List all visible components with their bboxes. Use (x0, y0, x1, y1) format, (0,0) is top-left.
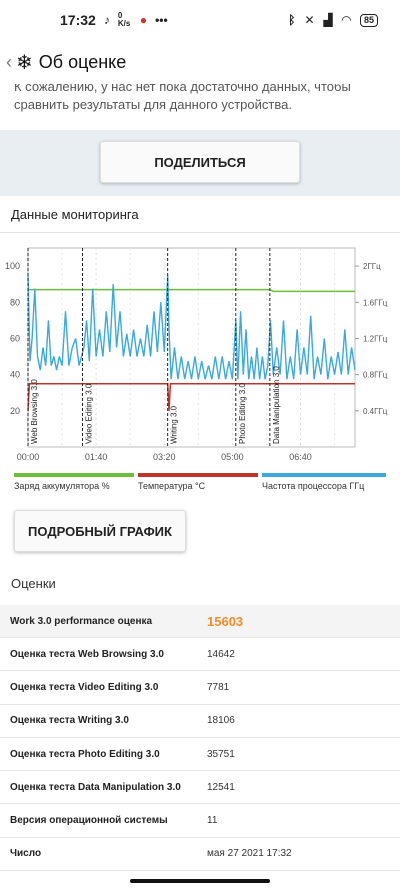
score-label: Оценка теста Video Editing 3.0 (10, 681, 159, 693)
y-right-tick-label: 1.6ГГц (363, 298, 388, 307)
vibrate-off-icon: ✕ (304, 13, 315, 27)
legend-temperature-swatch (138, 473, 258, 477)
app-bar: ‹ ❄ Об оценке (0, 40, 400, 84)
more-icon: ••• (155, 13, 168, 27)
legend-battery-label: Заряд аккумулятора % (14, 481, 110, 491)
table-row: Оценка теста Video Editing 3.0 7781 (0, 671, 400, 705)
table-row: Work 3.0 performance оценка 15603 (0, 605, 400, 638)
y-right-tick-label: 1.2ГГц (363, 334, 388, 343)
legend-temperature: Температура °C (138, 473, 258, 491)
status-time: 17:32 (60, 12, 96, 28)
plot-frame (27, 247, 356, 448)
score-value: 18106 (207, 715, 235, 727)
legend-battery-swatch (14, 473, 134, 477)
y-left-tick-label: 100 (5, 261, 20, 271)
score-label: Оценка теста Photo Editing 3.0 (10, 748, 160, 760)
net-speed: 0 K/s (117, 11, 131, 28)
page-title: Об оценке (38, 51, 127, 72)
detailed-chart-button[interactable]: ПОДРОБНЫЙ ГРАФИК (14, 510, 186, 552)
x-tick-label: 01:40 (85, 452, 108, 462)
series-line-2 (27, 275, 356, 380)
phase-marker-label: Video Editing 3.0 (85, 383, 94, 444)
table-row: Версия операционной системы 11 (0, 804, 400, 838)
score-label: Work 3.0 performance оценка (10, 615, 153, 627)
legend-temperature-label: Температура °C (138, 481, 206, 491)
info-card: К сожалению, у нас нет пока достаточно д… (0, 84, 400, 130)
x-tick-label: 03:20 (153, 452, 176, 462)
score-value: 11 (207, 815, 218, 827)
series-line-1 (27, 382, 355, 411)
table-row: Оценка теста Writing 3.0 18106 (0, 705, 400, 738)
score-value: 12541 (207, 781, 235, 793)
scores-table: Work 3.0 performance оценка 15603 Оценка… (0, 605, 400, 872)
score-value: 15603 (207, 613, 244, 629)
score-label: Оценка теста Web Browsing 3.0 (10, 648, 164, 660)
y-left-tick-label: 20 (10, 406, 20, 416)
legend-cpu-swatch (262, 473, 386, 477)
app-icon: ● (139, 13, 148, 27)
y-left-tick-label: 40 (10, 370, 20, 380)
y-right-tick-label: 2ГГц (363, 262, 381, 271)
y-right-tick-label: 0.8ГГц (363, 371, 388, 380)
legend-cpu-label: Частота процессора ГГц (262, 481, 365, 491)
status-system-icons: ᛒ ✕ ▟ ◠ 85 (288, 13, 378, 27)
snowflake-icon: ❄ (16, 51, 33, 74)
score-value: 14642 (207, 648, 235, 660)
back-arrow-icon[interactable]: ‹ (6, 51, 12, 72)
score-label: Оценка теста Writing 3.0 (10, 715, 129, 727)
y-left-tick-label: 60 (10, 333, 20, 343)
monitoring-chart: 00:00 01:40 03:20 05:00 06:40 20 40 60 80 100 0.4Г… (5, 247, 388, 462)
table-row: Оценка теста Data Manipulation 3.0 12541 (0, 771, 400, 805)
y-left-tick-label: 80 (10, 297, 20, 307)
info-message: К сожалению, у нас нет пока достаточно д… (14, 84, 351, 112)
score-label: Версия операционной системы (10, 815, 168, 827)
y-right-tick-label: 0.4ГГц (363, 407, 388, 416)
monitoring-card: Данные мониторинга 00:00 01:40 03:20 05:00 0… (0, 196, 400, 889)
table-row: Число мая 27 2021 17:32 (0, 838, 400, 872)
score-label: Число (10, 848, 42, 860)
legend-cpu-frequency: Частота процессора ГГц (262, 473, 386, 491)
scores-title: Оценки (11, 576, 56, 591)
monitoring-title: Данные мониторинга (11, 207, 139, 222)
phase-marker-label: Writing 3.0 (170, 405, 179, 444)
score-value: мая 27 2021 17:32 (207, 848, 292, 860)
score-label: Оценка теста Data Manipulation 3.0 (10, 781, 181, 793)
status-notification-icons: ♪ 0 K/s ● ••• (104, 12, 168, 28)
x-tick-label: 06:40 (289, 452, 312, 462)
table-row: Оценка теста Photo Editing 3.0 35751 (0, 738, 400, 772)
table-row: Оценка теста Web Browsing 3.0 14642 (0, 638, 400, 672)
score-value: 35751 (207, 748, 235, 760)
x-tick-label: 00:00 (17, 452, 40, 462)
phase-marker-label: Web Browsing 3.0 (30, 379, 39, 444)
status-bar: 17:32 ♪ 0 K/s ● ••• ᛒ ✕ ▟ ◠ 85 (0, 0, 400, 40)
battery-icon: 85 (359, 13, 378, 27)
divider (0, 232, 400, 233)
phase-marker-label: Photo Editing 3.0 (238, 383, 247, 444)
wifi-icon: ◠ (341, 13, 351, 27)
share-button[interactable]: ПОДЕЛИТЬСЯ (100, 141, 300, 183)
x-tick-label: 05:00 (221, 452, 244, 462)
signal-icon: ▟ (323, 13, 333, 27)
score-value: 7781 (207, 681, 230, 693)
gesture-bar[interactable] (130, 879, 270, 883)
bluetooth-icon: ᛒ (288, 13, 296, 27)
series-line-0 (28, 288, 355, 293)
legend-battery: Заряд аккумулятора % (14, 473, 134, 491)
phase-marker-label: Data Manipulation 3.0 (272, 366, 281, 444)
tiktok-icon: ♪ (103, 13, 110, 27)
